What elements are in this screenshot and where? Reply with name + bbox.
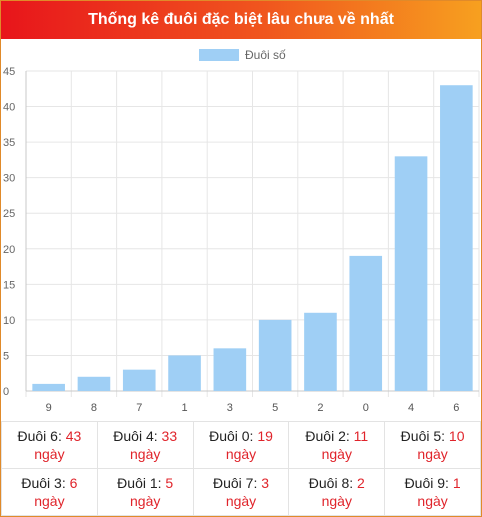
summary-label: Đuôi 9:	[404, 475, 453, 491]
x-tick-label: 4	[408, 402, 414, 414]
bar	[258, 319, 292, 391]
summary-unit: ngày	[34, 493, 65, 509]
summary-value: 6	[69, 475, 78, 491]
y-tick-label: 25	[3, 208, 15, 220]
bar	[213, 348, 247, 391]
y-tick-label: 30	[3, 173, 15, 185]
summary-unit: ngày	[225, 446, 257, 462]
summary-cell: Đuôi 4: 33 ngày	[96, 421, 194, 469]
y-tick-label: 35	[3, 137, 15, 149]
x-tick-label: 3	[227, 402, 233, 414]
summary-cell: Đuôi 3: 6 ngày	[1, 468, 98, 516]
y-tick-label: 40	[3, 102, 15, 114]
summary-unit: ngày	[225, 493, 257, 509]
bar	[168, 355, 201, 391]
x-tick-label: 1	[181, 402, 187, 414]
card-header: Thống kê đuôi đặc biệt lâu chưa về nhất	[1, 1, 481, 39]
summary-cell: Đuôi 7: 3 ngày	[192, 468, 290, 516]
summary-label: Đuôi 7:	[212, 475, 262, 491]
summary-label: Đuôi 8:	[308, 475, 358, 491]
summary-value: 5	[165, 475, 174, 491]
y-tick-label: 0	[3, 386, 9, 398]
summary-cell: Đuôi 6: 43 ngày	[1, 421, 98, 469]
summary-label: Đuôi 3:	[21, 475, 70, 491]
x-tick-label: 7	[136, 402, 142, 414]
summary-value: 2	[357, 475, 365, 491]
summary-label: Đuôi 0:	[209, 428, 258, 444]
summary-cell: Đuôi 9: 1 ngày	[384, 468, 481, 516]
summary-value: 19	[257, 428, 273, 444]
summary-label: Đuôi 4:	[113, 428, 162, 444]
summary-unit: ngày	[417, 446, 448, 462]
x-tick-label: 8	[91, 402, 97, 414]
bar	[440, 85, 473, 391]
bar	[349, 255, 383, 391]
bar	[394, 156, 428, 391]
x-tick-label: 6	[453, 402, 459, 414]
summary-unit: ngày	[417, 493, 448, 509]
card-title: Thống kê đuôi đặc biệt lâu chưa về nhất	[88, 11, 394, 28]
summary-label: Đuôi 1:	[117, 475, 166, 491]
x-tick-label: 9	[46, 402, 52, 414]
summary-value: 33	[161, 428, 178, 444]
summary-label: Đuôi 2:	[305, 428, 354, 444]
summary-label: Đuôi 6:	[17, 428, 66, 444]
summary-cell: Đuôi 8: 2 ngày	[288, 468, 386, 516]
summary-label: Đuôi 5:	[400, 428, 449, 444]
y-tick-label: 5	[3, 350, 9, 362]
summary-cell: Đuôi 2: 11 ngày	[288, 421, 386, 469]
summary-value: 11	[353, 428, 369, 444]
summary-unit: ngày	[130, 493, 161, 509]
bar	[122, 369, 156, 391]
summary-unit: ngày	[34, 446, 65, 462]
summary-table: Đuôi 6: 43 ngày Đuôi 4: 33 ngày Đuôi 0: 19…	[1, 421, 481, 516]
x-tick-label: 0	[363, 402, 369, 414]
bar	[32, 383, 65, 391]
summary-row: Đuôi 6: 43 ngày Đuôi 4: 33 ngày Đuôi 0: 19…	[1, 421, 481, 469]
legend-label: Đuôi số	[245, 48, 286, 62]
x-tick-label: 5	[272, 402, 278, 414]
y-tick-label: 20	[3, 244, 15, 256]
summary-value: 1	[452, 475, 461, 491]
y-tick-label: 45	[3, 66, 15, 78]
x-tick-label: 2	[317, 402, 323, 414]
y-tick-label: 15	[3, 279, 15, 291]
y-tick-label: 10	[3, 315, 15, 327]
summary-row: Đuôi 3: 6 ngày Đuôi 1: 5 ngày Đuôi 7: 3 ngà…	[1, 468, 481, 516]
summary-cell: Đuôi 0: 19 ngày	[192, 421, 290, 469]
summary-unit: ngày	[130, 446, 161, 462]
summary-unit: ngày	[321, 493, 352, 509]
summary-value: 3	[261, 475, 270, 491]
summary-value: 43	[65, 428, 82, 444]
summary-cell: Đuôi 5: 10 ngày	[384, 421, 481, 469]
summary-unit: ngày	[321, 446, 352, 462]
bar	[77, 376, 111, 391]
summary-value: 10	[448, 428, 465, 444]
legend-swatch	[199, 49, 239, 61]
bar	[304, 312, 337, 391]
summary-cell: Đuôi 1: 5 ngày	[96, 468, 194, 516]
